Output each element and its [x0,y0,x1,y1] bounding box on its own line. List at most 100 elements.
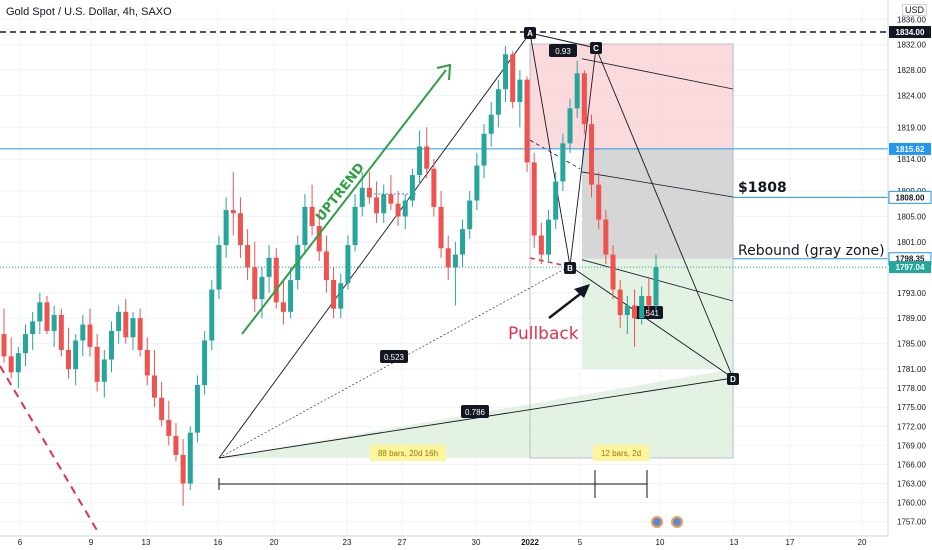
x-tick-label: 13 [730,538,739,547]
candle-body [431,168,437,207]
price-axis-bg [888,0,932,550]
candle-body [288,280,294,312]
currency-label[interactable]: USD [902,4,928,16]
candle-body [316,225,322,252]
candle-body [166,419,172,436]
pattern-leg [529,32,597,49]
y-tick-label: 1832.00 [897,41,926,50]
candle-body [309,206,315,226]
pattern-point-d[interactable]: D [727,373,739,385]
pattern-point-b[interactable]: B [564,262,576,274]
price-tag[interactable]: 1834.00 [889,26,931,38]
candle-body [144,350,150,376]
x-tick-label: 5 [578,538,583,547]
x-tick-label: 6 [18,538,23,547]
price-tag-label: 1808.00 [896,193,925,202]
candle-body [474,165,480,201]
price-tag-label: 1834.00 [896,28,925,37]
x-tick-label: 20 [270,538,279,547]
price-tag[interactable]: 1815.62 [889,142,931,155]
y-tick-label: 1824.00 [897,92,926,101]
horizontal-lines [0,31,888,533]
y-tick-label: 1757.00 [897,518,926,527]
candle-body [15,353,21,373]
x-tick-label: 17 [786,538,795,547]
candle-body [151,375,157,398]
pattern-point-label: C [593,44,599,53]
candle-body [374,197,380,214]
candle-body [424,146,430,169]
candle-body [417,146,423,176]
x-tick-label: 20 [858,538,867,547]
candle-body [209,289,215,341]
ratio-label[interactable]: 0.786 [461,405,489,418]
candle-body [80,324,86,341]
pattern-leg [569,265,734,379]
price-tag-label: 1797.04 [896,263,925,272]
event-markers[interactable] [651,516,683,528]
candle-body [202,340,208,385]
candle-body [481,133,487,166]
event-flag-icon-inner [653,518,661,526]
ratio-label[interactable]: 0.523 [380,350,408,363]
y-tick-label: 1766.00 [897,460,926,469]
x-tick-label: 27 [398,538,407,547]
price-axis[interactable]: 1757.00 1760.00 1763.00 1766.00 1769.00 1772.… [887,0,932,550]
candle-body [596,184,602,220]
red-dashed-line [529,257,568,267]
rebound-label: Rebound (gray zone) [738,243,885,259]
pattern-leg [595,47,734,379]
candle-body [639,295,645,319]
time-axis[interactable]: 6 9 13 16 20 23 27 30 2022 5 10 13 17 20 [0,535,888,547]
candle-body [488,114,494,134]
candle-body [130,318,136,338]
candle-body [230,210,236,214]
candle-body [531,162,537,236]
candle-body [273,257,279,303]
candle-body [94,346,100,382]
candle-body [123,311,129,338]
candle-body [538,235,544,255]
pullback-arrow-head [574,284,590,298]
candle-body [280,302,286,312]
pattern-point-c[interactable]: C [590,42,602,54]
channel-line [581,58,734,90]
candle-body [338,283,344,309]
candle-body [589,124,595,185]
candle-body [108,330,114,360]
candle-body [574,73,580,109]
candle-body [65,350,71,370]
price-tag[interactable]: 1797.04 [889,261,931,274]
x-tick-label: 30 [472,538,481,547]
x-tick-label: 10 [656,538,665,547]
x-tick-label: 13 [142,538,151,547]
price-tag[interactable]: 1808.00 [888,190,932,204]
x-tick-label: 2022 [521,538,539,547]
candle-body [22,334,29,354]
y-tick-label: 1763.00 [897,480,926,489]
candle-body [194,384,200,433]
candle-body [388,194,394,204]
pattern-point-a[interactable]: A [524,27,536,39]
candle-body [624,305,630,316]
candle-body [51,315,57,331]
y-tick-label: 1814.00 [897,155,926,164]
candle-body [345,245,351,284]
pattern-leg [569,47,597,267]
candle-body [517,79,523,102]
candle-body [302,206,308,246]
x-tick-label: 16 [214,538,223,547]
candle-body [381,194,387,214]
price-tag-label: 1798.35 [896,255,925,264]
channel-line [581,171,734,198]
candle-body [73,340,79,370]
ratio-label[interactable]: 0.93 [549,44,577,57]
y-tick-label: 1775.00 [897,403,926,412]
y-tick-label: 1781.00 [897,365,926,374]
candle-body [237,213,243,246]
candle-body [445,248,451,268]
candle-body [495,89,501,115]
candle-body [503,54,509,90]
